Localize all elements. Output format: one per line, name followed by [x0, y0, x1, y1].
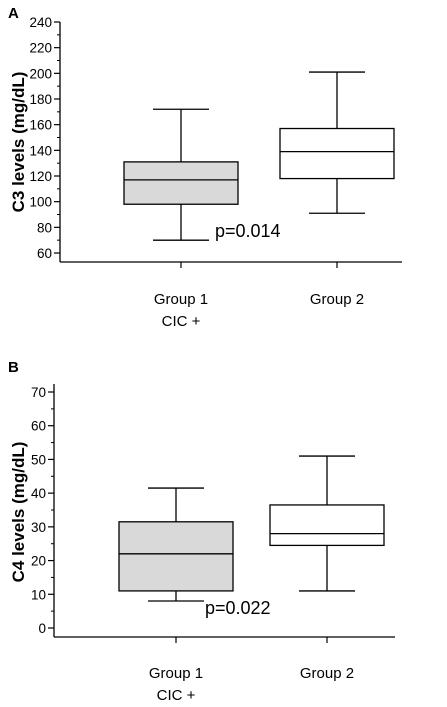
panel-a-y-tick-label: 240: [29, 15, 52, 30]
panel-a-y-tick-label: 220: [29, 41, 52, 56]
panel-a-category-label: Group 1: [154, 291, 208, 308]
panel-b-category-label: Group 1: [149, 665, 203, 682]
panel-a-box-group-1: Group 1 CIC +: [123, 108, 239, 330]
panel-b-iqr-box: [269, 504, 385, 547]
panel-a-iqr-box: [123, 161, 239, 205]
panel-a-letter: A: [8, 5, 19, 22]
panel-b-y-tick-label: 10: [31, 587, 46, 602]
panel-b-category-label: CIC +: [157, 687, 196, 704]
panel-a-box-group-2: Group 2: [279, 71, 395, 308]
panel-b-box-group-1: Group 1 CIC +: [118, 487, 234, 704]
panel-b-y-tick-label: 60: [31, 419, 46, 434]
panel-a-y-tick-label: 200: [29, 66, 52, 81]
panel-a-y-tick-label: 180: [29, 92, 52, 107]
panel-a-y-tick-label: 80: [37, 220, 52, 235]
panel-a-y-axis-title: C3 levels (mg/dL): [9, 72, 28, 213]
panel-b-y-tick-label: 70: [31, 385, 46, 400]
panel-a-category-label: CIC +: [162, 313, 201, 330]
panel-b-y-tick-label: 50: [31, 452, 46, 467]
panel-a-y-tick-label: 100: [29, 195, 52, 210]
panel-a: A 60 80 100 120 140 160 180 200 220 240 Group 1 CI…: [8, 5, 402, 330]
panel-b-y-tick-label: 20: [31, 554, 46, 569]
panel-b: B 0 10 20 30 40 50 60 70 Group 1 CIC + Group 2 C4…: [8, 359, 395, 704]
panel-b-p-value: p=0.022: [205, 598, 271, 618]
panel-a-y-tick-label: 160: [29, 118, 52, 133]
panel-a-p-value: p=0.014: [215, 221, 281, 241]
panel-b-axes: 0 10 20 30 40 50 60 70: [31, 384, 395, 638]
panel-b-boxes: Group 1 CIC + Group 2: [118, 455, 385, 704]
panel-a-y-tick-label: 140: [29, 143, 52, 158]
panel-a-y-tick-label: 60: [37, 246, 52, 261]
panel-a-iqr-box: [279, 127, 395, 180]
panel-b-iqr-box: [118, 521, 234, 592]
panel-b-y-tick-label: 0: [38, 621, 46, 636]
panel-b-y-axis-title: C4 levels (mg/dL): [9, 442, 28, 583]
panel-a-y-tick-label: 120: [29, 169, 52, 184]
panel-b-box-group-2: Group 2: [269, 455, 385, 682]
panel-b-category-label: Group 2: [300, 665, 354, 682]
panel-b-letter: B: [8, 359, 19, 376]
panel-a-boxes: Group 1 CIC + Group 2: [123, 71, 395, 330]
panel-b-y-tick-label: 30: [31, 520, 46, 535]
panel-b-y-tick-label: 40: [31, 486, 46, 501]
panel-a-axes: 60 80 100 120 140 160 180 200 220 240: [29, 15, 402, 263]
panel-a-category-label: Group 2: [310, 291, 364, 308]
